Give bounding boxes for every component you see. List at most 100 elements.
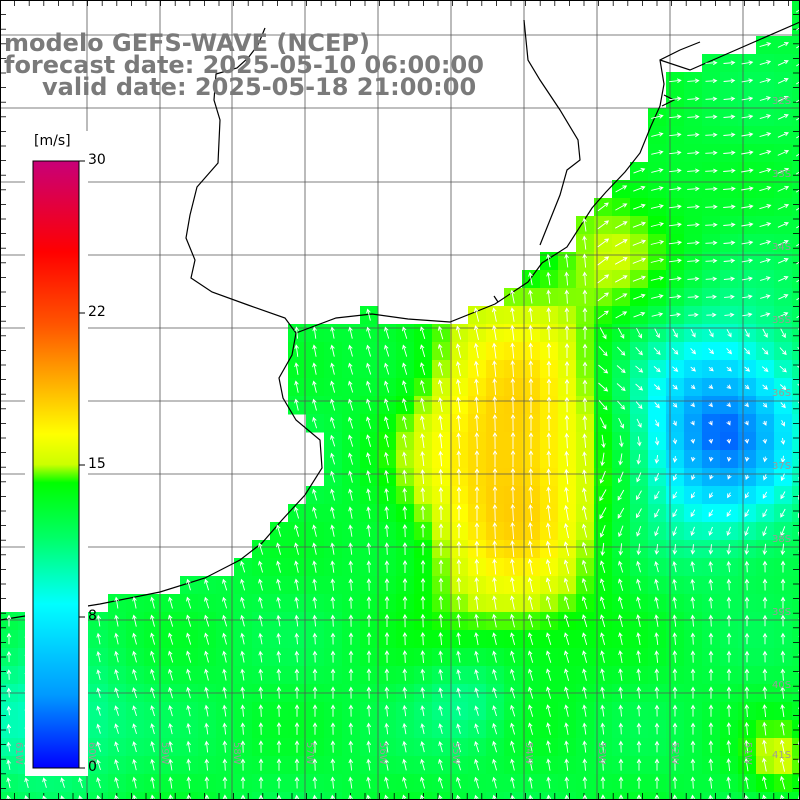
wind-arrow	[366, 686, 372, 699]
wind-arrow	[780, 668, 786, 681]
wind-arrow	[759, 150, 772, 156]
wind-arrow	[762, 578, 768, 591]
wind-arrow	[510, 758, 515, 771]
wind-arrow	[6, 741, 12, 752]
wind-arrow	[581, 632, 588, 646]
wind-arrow	[687, 222, 700, 228]
wind-arrow	[741, 186, 754, 191]
wind-arrow	[582, 397, 588, 412]
wind-arrow	[312, 740, 318, 753]
wind-arrow	[348, 326, 353, 339]
wind-arrow	[366, 650, 372, 663]
wind-arrow	[617, 489, 625, 501]
wind-arrow	[546, 686, 552, 699]
wind-arrow	[438, 432, 443, 449]
wind-arrow	[650, 204, 664, 209]
wind-arrow	[597, 238, 610, 248]
wind-arrow	[632, 257, 647, 264]
wind-arrow	[687, 186, 700, 192]
wind-arrow	[762, 686, 768, 699]
wind-arrow	[581, 559, 588, 574]
wind-arrow	[240, 614, 245, 627]
wind-arrow	[402, 650, 408, 663]
wind-arrow	[564, 396, 570, 413]
wind-arrow	[742, 294, 753, 300]
wind-arrow	[330, 416, 336, 429]
wind-arrow	[204, 650, 209, 663]
wind-arrow	[78, 795, 83, 800]
wind-cell	[450, 792, 469, 800]
wind-arrow	[456, 486, 462, 503]
wind-arrow	[384, 794, 389, 800]
wind-arrow	[582, 668, 587, 681]
wind-arrow	[636, 668, 641, 681]
wind-arrow	[312, 416, 318, 429]
wind-arrow	[546, 668, 552, 681]
wind-arrow	[759, 240, 772, 246]
longitude-label: 55W	[450, 742, 461, 765]
wind-arrow	[384, 344, 390, 357]
wind-arrow	[330, 344, 335, 357]
wind-arrow	[762, 757, 767, 772]
wind-arrow	[366, 560, 372, 573]
wind-arrow	[745, 492, 750, 499]
wind-arrow	[546, 396, 552, 413]
wind-arrow	[600, 650, 605, 663]
wind-arrow	[330, 362, 335, 375]
wind-arrow	[687, 276, 700, 282]
wind-arrow	[690, 560, 695, 573]
wind-arrow	[420, 415, 425, 430]
wind-arrow	[348, 380, 354, 393]
wind-arrow	[312, 632, 318, 645]
wind-arrow	[690, 402, 695, 408]
wind-arrow	[654, 402, 660, 409]
wind-arrow	[312, 596, 318, 609]
wind-arrow	[635, 401, 643, 410]
wind-arrow	[186, 668, 191, 681]
wind-arrow	[777, 185, 790, 192]
latitude-label: 41S	[772, 750, 791, 761]
wind-arrow	[492, 431, 498, 450]
wind-arrow	[473, 307, 480, 322]
wind-arrow	[744, 384, 750, 390]
wind-arrow	[312, 668, 318, 681]
wind-arrow	[222, 794, 228, 800]
wind-arrow	[796, 297, 800, 301]
wind-cell	[792, 486, 800, 505]
wind-arrow	[366, 470, 371, 483]
wind-arrow	[546, 360, 552, 377]
wind-arrow	[762, 650, 768, 663]
wind-arrow	[690, 704, 696, 717]
wind-arrow	[672, 740, 678, 753]
wind-arrow	[796, 279, 800, 283]
wind-arrow	[759, 186, 772, 192]
wind-arrow	[546, 758, 551, 771]
wind-arrow	[705, 204, 718, 210]
wind-arrow	[258, 740, 264, 753]
wind-arrow	[510, 632, 516, 646]
wind-arrow	[796, 243, 800, 247]
wind-arrow	[744, 668, 750, 681]
wind-arrow	[672, 614, 677, 627]
wind-arrow	[597, 202, 609, 212]
wind-arrow	[330, 614, 336, 627]
wind-arrow	[744, 704, 750, 718]
wind-arrow	[582, 217, 587, 232]
wind-arrow	[582, 271, 588, 286]
wind-arrow	[599, 596, 606, 610]
wind-arrow	[672, 650, 678, 663]
wind-cell	[342, 792, 361, 800]
wind-arrow	[348, 668, 354, 681]
wind-arrow	[780, 560, 786, 573]
wind-arrow	[456, 668, 461, 681]
wind-arrow	[780, 455, 786, 464]
wind-arrow	[796, 135, 800, 139]
wind-arrow	[509, 595, 515, 610]
wind-arrow	[650, 240, 665, 245]
wind-arrow	[114, 687, 119, 699]
wind-arrow	[455, 361, 461, 377]
wind-arrow	[762, 384, 769, 390]
wind-arrow	[633, 293, 646, 300]
wind-arrow	[402, 487, 407, 502]
wind-arrow	[564, 450, 569, 467]
